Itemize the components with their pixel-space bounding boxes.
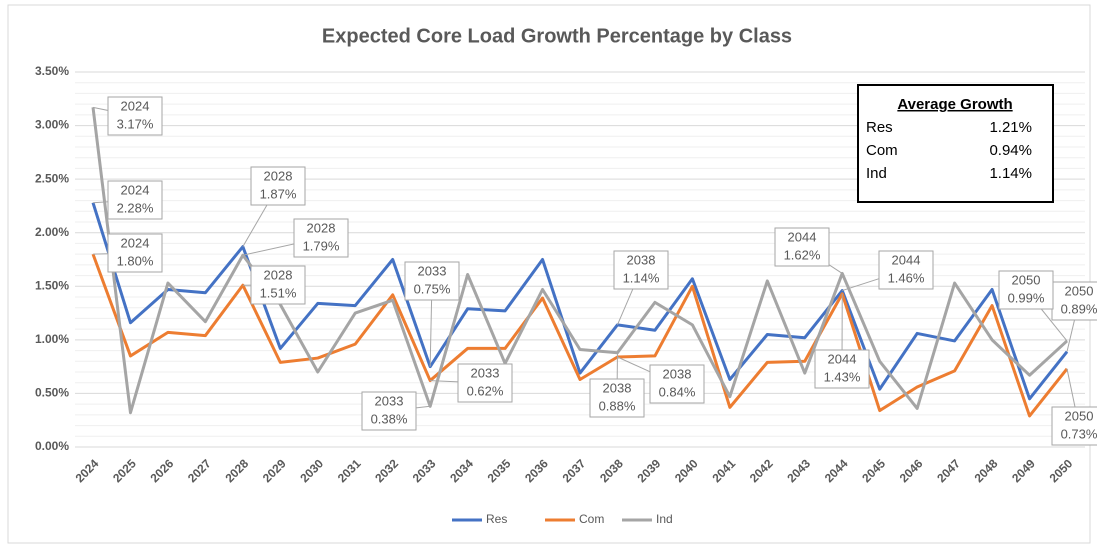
data-label: 2.28% [117,200,154,215]
callout-category: 2028 [307,220,336,235]
summary-value: 0.94% [989,142,1032,159]
callout-category: 2038 [663,366,692,381]
data-label: 0.38% [371,411,408,426]
summary-title: Average Growth [897,96,1012,113]
data-label: 1.80% [117,253,154,268]
callout-category: 2050 [1065,283,1094,298]
callout-category: 2044 [892,252,921,267]
summary-label: Res [866,119,893,136]
data-label: 0.99% [1008,290,1045,305]
callout-category: 2033 [471,365,500,380]
callout-category: 2044 [788,229,817,244]
callout-category: 2050 [1012,272,1041,287]
data-label: 0.73% [1061,426,1097,441]
callout-category: 2038 [627,252,656,267]
data-label: 1.51% [260,285,297,300]
y-tick-label: 0.50% [35,386,69,400]
data-label: 1.87% [260,186,297,201]
legend-label: Com [579,512,604,526]
y-tick-label: 3.50% [35,64,69,78]
callout-category: 2044 [828,351,857,366]
summary-value: 1.14% [989,165,1032,182]
y-tick-label: 1.00% [35,332,69,346]
y-tick-label: 1.50% [35,278,69,292]
data-label: 0.75% [414,281,451,296]
y-tick-label: 2.00% [35,225,69,239]
callout-category: 2050 [1065,408,1094,423]
data-label: 1.14% [623,270,660,285]
data-label: 0.89% [1061,301,1097,316]
y-tick-label: 0.00% [35,439,69,453]
callout-category: 2038 [603,380,632,395]
data-label: 0.62% [467,383,504,398]
data-label: 1.46% [888,270,925,285]
data-label: 0.88% [599,398,636,413]
callout-category: 2028 [264,267,293,282]
callout-category: 2033 [375,393,404,408]
callout-category: 2024 [121,182,150,197]
data-label: 1.62% [784,247,821,262]
callout-category: 2033 [418,263,447,278]
data-label: 0.84% [659,384,696,399]
data-label: 1.43% [824,369,861,384]
y-tick-label: 2.50% [35,171,69,185]
y-tick-label: 3.00% [35,118,69,132]
legend-label: Res [486,512,507,526]
data-label: 1.79% [303,238,340,253]
summary-value: 1.21% [989,119,1032,136]
callout-category: 2028 [264,168,293,183]
summary-label: Com [866,142,898,159]
callout-category: 2024 [121,98,150,113]
chart-title: Expected Core Load Growth Percentage by … [322,25,792,47]
summary-label: Ind [866,165,887,182]
legend-label: Ind [656,512,673,526]
data-label: 3.17% [117,116,154,131]
callout-category: 2024 [121,235,150,250]
